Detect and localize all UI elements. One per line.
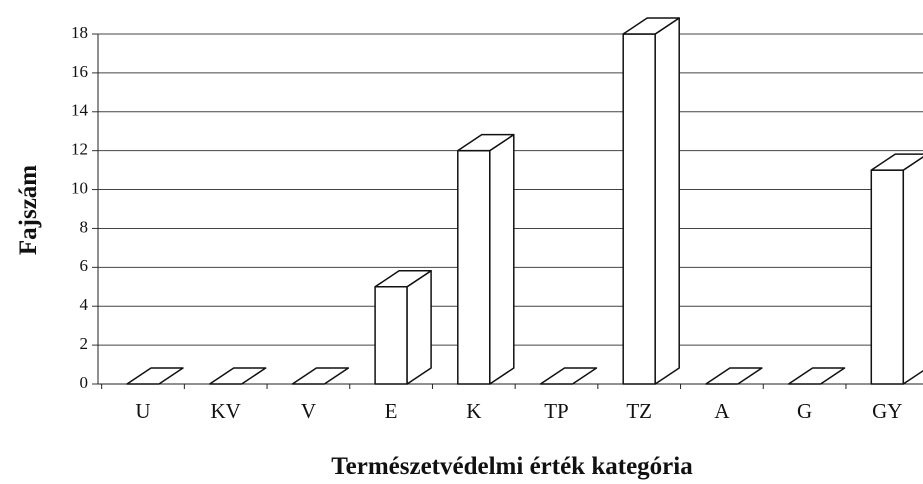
- bar-top: [705, 367, 763, 385]
- x-tick-label: G: [797, 399, 812, 423]
- x-axis-title: Természetvédelmi érték kategória: [331, 453, 693, 480]
- y-tick-label: 6: [80, 256, 89, 275]
- bar-top: [457, 133, 515, 152]
- y-tick-label: 4: [80, 295, 89, 314]
- x-tick-label: E: [385, 399, 398, 423]
- bar-top: [291, 367, 350, 385]
- y-tick-label: 0: [80, 373, 89, 392]
- y-tick-label: 10: [71, 178, 88, 197]
- y-tick-label: 16: [71, 62, 88, 81]
- bar-side: [654, 17, 680, 385]
- bar-top: [870, 153, 923, 171]
- bar-top: [787, 367, 846, 385]
- bar-front: [870, 169, 905, 385]
- y-tick-label: 8: [80, 217, 89, 236]
- bar-top: [622, 17, 680, 35]
- bar-front: [457, 149, 491, 385]
- x-tick-label: U: [135, 399, 150, 423]
- y-tick-label: 14: [71, 101, 89, 120]
- x-tick-label: TP: [544, 399, 569, 423]
- bar-front: [622, 33, 656, 385]
- y-tick-label: 12: [71, 140, 88, 159]
- bar-top: [208, 367, 267, 385]
- x-tick-label: GY: [872, 399, 902, 423]
- bar-side: [902, 156, 923, 385]
- y-tick-label: 2: [80, 334, 89, 353]
- bar-top: [126, 367, 184, 385]
- x-tick-label: KV: [211, 399, 241, 423]
- bar-front: [374, 286, 408, 385]
- bar-side: [489, 133, 515, 385]
- x-tick-label: V: [301, 399, 316, 423]
- bar-top: [539, 367, 598, 385]
- bar-top: [374, 270, 432, 288]
- x-tick-label: TZ: [626, 399, 652, 423]
- x-tick-label: K: [466, 399, 481, 423]
- y-axis-title: Fajszám: [15, 165, 42, 255]
- x-tick-label: A: [714, 399, 730, 423]
- y-tick-label: 18: [71, 23, 88, 42]
- bar-side: [406, 270, 432, 385]
